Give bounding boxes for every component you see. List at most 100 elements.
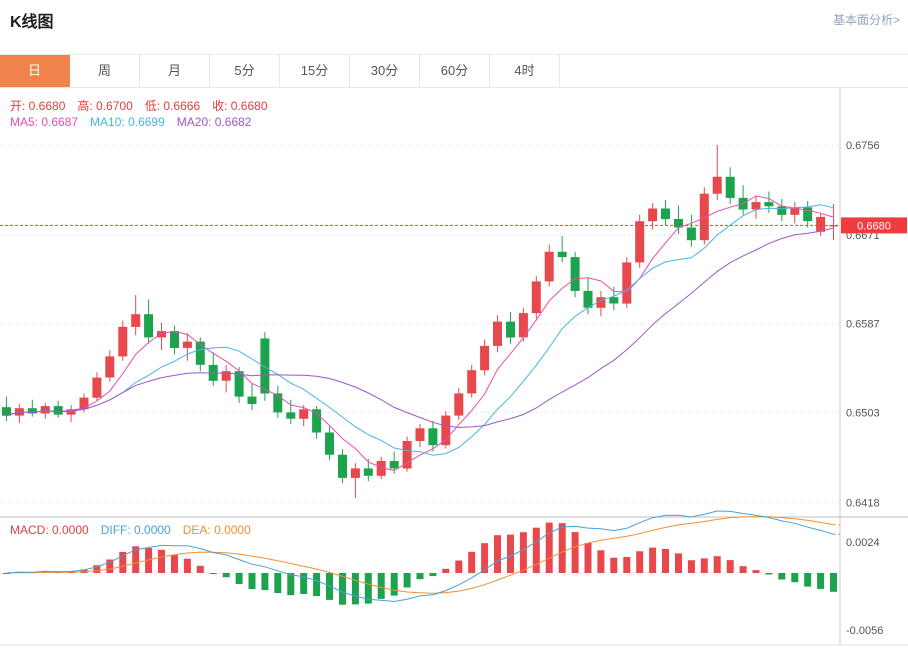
macd-histogram-bar <box>93 565 101 573</box>
candle-body <box>480 345 490 371</box>
ohlc-legend: 开: 0.6680 高: 0.6700 低: 0.6666 收: 0.6680 <box>10 97 280 114</box>
macd-histogram-bar <box>261 573 269 590</box>
macd-histogram-bar <box>145 548 153 573</box>
macd-histogram-bar <box>532 527 540 573</box>
macd-histogram-bar <box>248 573 256 590</box>
macd-histogram-bar <box>429 573 437 577</box>
macd-histogram-bar <box>791 573 799 583</box>
macd-histogram-bar <box>687 560 695 573</box>
candle-body <box>661 208 670 220</box>
candle-body <box>325 432 334 455</box>
macd-histogram-bar <box>739 566 747 573</box>
candle-body <box>170 331 179 348</box>
candle-body <box>286 412 296 419</box>
macd-macd-value: MACD: 0.0000 <box>10 523 89 537</box>
macd-histogram-bar <box>545 522 553 573</box>
macd-histogram-bar <box>106 559 114 573</box>
ohlc-high-value: 高: 0.6700 <box>77 99 133 113</box>
tab-15分[interactable]: 15分 <box>280 55 350 87</box>
macd-axis-label: -0.0056 <box>846 625 883 637</box>
macd-histogram-bar <box>377 573 385 599</box>
macd-histogram-bar <box>765 573 773 575</box>
candle-body <box>428 428 438 446</box>
candle-body <box>570 257 580 291</box>
candle-body <box>273 393 283 413</box>
candle-body <box>816 216 826 232</box>
tab-30分[interactable]: 30分 <box>350 55 420 87</box>
macd-histogram-bar <box>713 556 721 573</box>
candle-body <box>312 409 322 433</box>
macd-histogram-bar <box>287 573 295 596</box>
candle-body <box>144 314 154 338</box>
candle-body <box>247 396 257 404</box>
macd-histogram-bar <box>558 523 566 573</box>
macd-histogram-bar <box>804 573 812 587</box>
macd-histogram-bar <box>41 570 49 573</box>
macd-histogram-bar <box>597 550 605 573</box>
macd-histogram-bar <box>752 570 760 573</box>
macd-histogram-bar <box>351 573 359 605</box>
candle-body <box>182 341 192 348</box>
macd-histogram-bar <box>119 551 127 573</box>
macd-histogram-bar <box>339 573 346 605</box>
macd-histogram-bar <box>726 560 734 573</box>
candle-body <box>338 454 347 478</box>
candle-body <box>725 176 735 198</box>
ma-ma5-value: MA5: 0.6687 <box>10 115 79 129</box>
price-axis-label: 0.6756 <box>846 140 880 152</box>
macd-histogram-bar <box>390 573 398 596</box>
candle-body <box>712 176 722 194</box>
tab-5分[interactable]: 5分 <box>210 55 280 87</box>
ma20-line <box>6 227 834 428</box>
macd-histogram-bar <box>183 558 191 573</box>
diff-line <box>6 510 834 603</box>
macd-histogram-bar <box>209 573 217 574</box>
current-price-tag <box>841 217 907 234</box>
candle-body <box>79 397 89 410</box>
tab-4时[interactable]: 4时 <box>490 55 560 87</box>
kline-chart[interactable]: 0.67560.66710.65870.65030.64180.66800.00… <box>0 88 908 650</box>
tab-周[interactable]: 周 <box>70 55 140 87</box>
tab-60分[interactable]: 60分 <box>420 55 490 87</box>
candle-body <box>27 408 37 414</box>
candle-body <box>53 406 63 415</box>
macd-histogram-bar <box>636 551 644 573</box>
ma-ma20-value: MA20: 0.6682 <box>176 115 252 129</box>
candle-body <box>544 251 554 282</box>
macd-histogram-bar <box>403 573 411 588</box>
macd-histogram-bar <box>235 573 243 584</box>
macd-histogram-bar <box>817 573 825 589</box>
candle-body <box>363 468 373 476</box>
candle-body <box>157 331 166 338</box>
tab-月[interactable]: 月 <box>140 55 210 87</box>
macd-histogram-bar <box>584 543 592 573</box>
tab-日[interactable]: 日 <box>0 55 70 87</box>
macd-histogram-bar <box>442 568 450 573</box>
ohlc-open-value: 开: 0.6680 <box>10 99 66 113</box>
ohlc-low-value: 低: 0.6666 <box>144 99 201 113</box>
candle-body <box>221 371 231 381</box>
macd-histogram-bar <box>222 573 230 578</box>
current-price-tag-label: 0.6680 <box>857 220 891 232</box>
page-title: K线图 <box>10 14 54 31</box>
candle-body <box>118 326 128 357</box>
candle-body <box>2 407 11 416</box>
candle-body <box>648 208 658 222</box>
ma5-line <box>6 195 834 471</box>
candle-body <box>350 468 360 478</box>
macd-axis-label: 0.0024 <box>846 537 880 549</box>
candle-body <box>376 461 386 476</box>
macd-histogram-bar <box>623 557 631 573</box>
macd-histogram-bar <box>416 573 424 580</box>
candle-body <box>195 341 205 365</box>
macd-histogram-bar <box>494 535 501 573</box>
candle-body <box>686 227 696 241</box>
candle-body <box>493 321 502 346</box>
fundamental-analysis-link[interactable]: 基本面分析> <box>832 13 900 27</box>
candle-body <box>622 262 632 304</box>
macd-histogram-bar <box>610 557 618 573</box>
candle-body <box>415 428 425 441</box>
candle-body <box>40 406 50 414</box>
macd-diff-value: DIFF: 0.0000 <box>100 523 171 537</box>
